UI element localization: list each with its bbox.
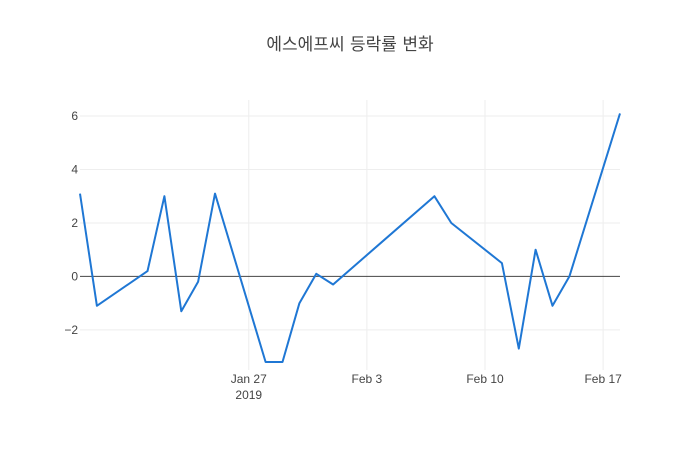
y-tick-label: −2	[64, 323, 78, 337]
y-tick-label: 0	[71, 269, 78, 283]
series-line	[79, 113, 621, 363]
gridlines	[80, 100, 620, 370]
y-tick-label: 4	[71, 163, 78, 177]
x-tick-sublabel: 2019	[235, 388, 262, 402]
axes: Jan 27 2019 Feb 3 Feb 10 Feb 17 −2 0 2 4 6	[64, 109, 622, 402]
x-tick-label: Feb 10	[466, 372, 504, 386]
x-tick-label: Jan 27	[231, 372, 267, 386]
chart-title: 에스에프씨 등락률 변화	[266, 35, 434, 55]
series-layer	[79, 113, 621, 363]
y-tick-label: 2	[71, 216, 78, 230]
x-tick-label: Feb 3	[352, 372, 383, 386]
y-tick-label: 6	[71, 109, 78, 123]
x-tick-label: Feb 17	[584, 372, 622, 386]
